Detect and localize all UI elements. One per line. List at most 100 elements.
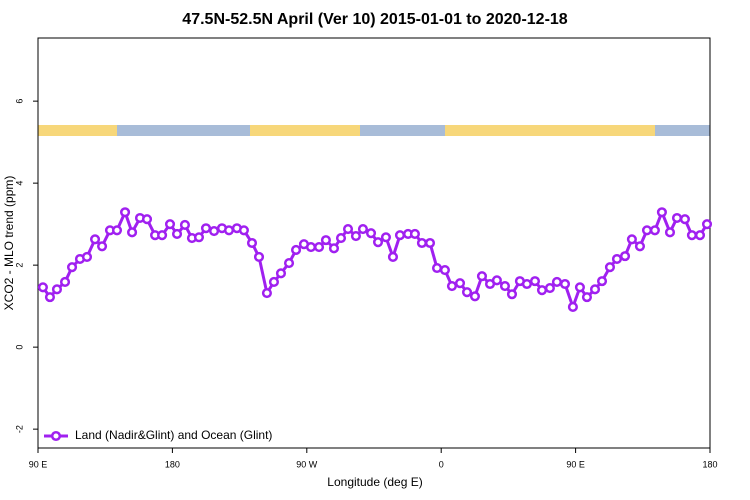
data-point — [223, 225, 235, 236]
data-point — [59, 276, 71, 288]
data-point — [350, 230, 361, 242]
data-point — [357, 224, 368, 235]
data-point — [193, 232, 205, 243]
chart-title: 47.5N-52.5N April (Ver 10) 2015-01-01 to… — [182, 11, 568, 28]
data-point — [89, 234, 101, 245]
data-point — [120, 207, 131, 218]
land-band — [38, 125, 117, 136]
data-point — [97, 241, 108, 252]
data-point — [209, 226, 220, 237]
data-point — [694, 230, 706, 241]
y-tick-label: -2 — [14, 425, 24, 433]
data-point — [200, 223, 212, 234]
x-tick-label: 90 E — [566, 459, 585, 469]
land-band — [250, 125, 360, 136]
data-point — [313, 242, 325, 253]
x-tick-label: 180 — [165, 459, 180, 469]
x-tick-label: 90 E — [29, 459, 48, 469]
data-point — [157, 230, 168, 241]
data-point — [551, 276, 562, 288]
data-point — [253, 251, 265, 262]
data-point — [626, 234, 637, 245]
data-point — [469, 291, 480, 302]
data-point — [164, 219, 176, 230]
data-point — [111, 225, 123, 236]
data-point — [506, 289, 518, 300]
data-point — [305, 242, 317, 253]
data-point — [596, 276, 608, 287]
data-point — [394, 230, 406, 241]
data-point — [409, 228, 420, 240]
data-point — [589, 284, 601, 295]
x-tick-label: 0 — [439, 459, 444, 469]
data-point — [656, 207, 667, 218]
data-point — [529, 276, 541, 287]
data-point — [283, 258, 295, 269]
data-point — [649, 225, 660, 236]
data-point — [416, 237, 427, 249]
data-point — [365, 228, 377, 239]
data-point — [559, 278, 571, 290]
data-point — [641, 225, 653, 236]
data-point — [701, 219, 713, 230]
data-point — [238, 225, 249, 236]
data-point — [581, 292, 592, 303]
data-point — [66, 262, 78, 273]
y-tick-label: 0 — [14, 345, 24, 350]
data-point — [44, 292, 55, 303]
y-tick-label: 4 — [14, 181, 24, 186]
data-point — [686, 230, 697, 241]
y-tick-label: 2 — [14, 263, 24, 268]
data-point — [664, 227, 676, 238]
data-point — [171, 228, 183, 240]
data-point — [275, 268, 287, 279]
data-point — [372, 237, 384, 248]
data-point — [261, 287, 272, 299]
x-tick-label: 90 W — [296, 459, 318, 469]
data-point — [387, 251, 399, 262]
series-line — [41, 208, 709, 312]
data-point — [446, 281, 458, 292]
data-point — [342, 224, 354, 235]
data-point — [81, 251, 93, 262]
data-point — [619, 251, 631, 262]
data-point — [536, 285, 548, 296]
data-point — [567, 301, 578, 313]
data-point — [320, 235, 331, 246]
data-point — [439, 265, 450, 276]
data-point — [37, 282, 48, 293]
surface-strip — [38, 125, 710, 136]
data-point — [141, 214, 153, 225]
data-point — [611, 253, 623, 265]
data-point — [491, 275, 502, 286]
data-point — [544, 283, 555, 294]
data-point — [328, 243, 340, 254]
data-point — [604, 262, 615, 273]
data-point — [380, 232, 391, 243]
data-point — [634, 241, 646, 252]
data-point — [290, 244, 302, 256]
data-point — [424, 237, 436, 249]
data-point — [574, 282, 585, 293]
x-axis-title: Longitude (deg E) — [327, 475, 422, 489]
data-point — [461, 287, 473, 298]
data-point — [431, 262, 443, 274]
land-band — [445, 125, 655, 136]
data-point — [179, 219, 190, 231]
data-point — [476, 271, 488, 282]
plot-frame — [37, 37, 711, 449]
legend-label: Land (Nadir&Glint) and Ocean (Glint) — [75, 428, 272, 442]
data-point — [671, 212, 683, 224]
data-point — [521, 278, 532, 290]
data-point — [499, 281, 511, 292]
data-point — [127, 227, 138, 238]
data-point — [51, 284, 63, 295]
data-point — [246, 237, 258, 249]
data-point — [335, 233, 347, 244]
legend-marker — [50, 430, 62, 442]
ocean-band — [38, 125, 710, 136]
x-tick-label: 180 — [702, 459, 717, 469]
data-point — [679, 214, 690, 225]
data-point — [454, 278, 466, 289]
